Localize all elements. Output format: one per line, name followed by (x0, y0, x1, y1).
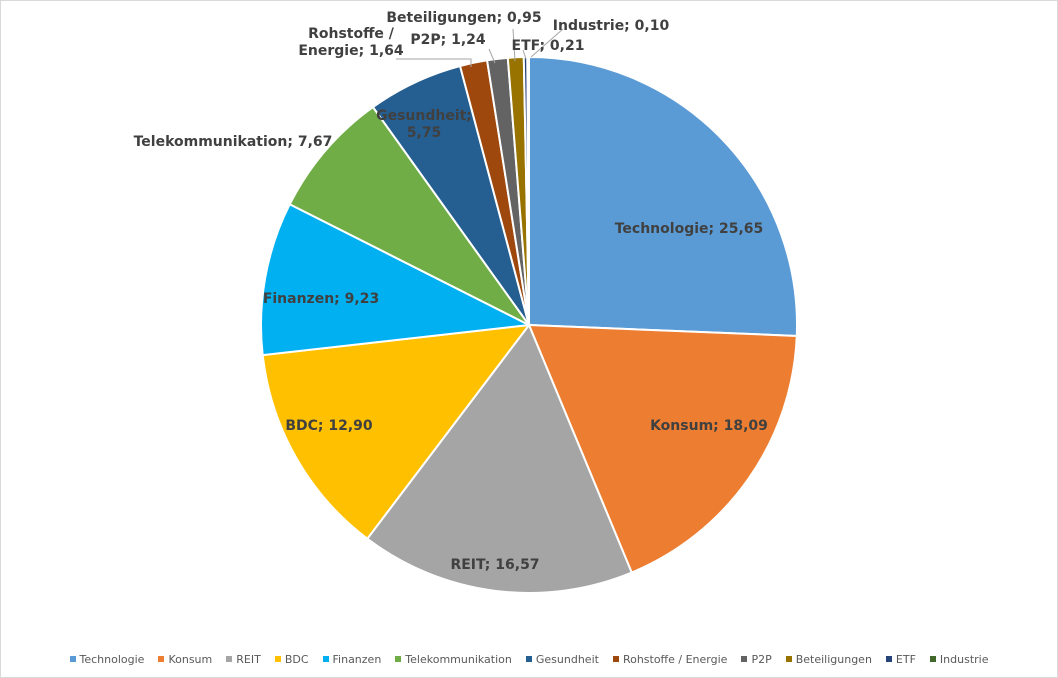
data-label-konsum: Konsum; 18,09 (650, 418, 768, 434)
data-label-beteiligungen: Beteiligungen; 0,95 (386, 10, 541, 26)
legend-item-konsum: Konsum (158, 653, 212, 666)
legend-swatch-reit (226, 656, 233, 662)
legend-item-etf: ETF (885, 652, 916, 666)
legend-label-finanzen: Finanzen (332, 652, 382, 666)
legend-label-rohstoffe-energie: Rohstoffe / Energie (622, 652, 728, 666)
legend-swatch-telekommunikation (395, 656, 402, 662)
data-label-telekommunikation: Telekommunikation; 7,67 (134, 134, 333, 150)
legend-swatch-etf (885, 656, 892, 662)
pie-slice-finanzen (260, 202, 533, 357)
pie-slice-industrie (526, 55, 530, 326)
legend-label-konsum: Konsum (168, 652, 213, 666)
legend-label-gesundheit: Gesundheit (535, 652, 599, 666)
data-label-technologie: Technologie; 25,65 (615, 221, 764, 237)
legend-item-finanzen: Finanzen (322, 652, 382, 666)
pie-slice-reit (365, 323, 634, 595)
legend-label-bdc: BDC (284, 652, 309, 666)
legend-item-beteiligungen: Beteiligungen (785, 652, 872, 666)
legend-item-gesundheit: Gesundheit (525, 652, 599, 666)
legend-label-etf: ETF (895, 652, 916, 666)
legend-swatch-beteiligungen (785, 656, 792, 662)
legend: Technologie Konsum REIT BDC Finanzen Telekomm… (1, 651, 1057, 667)
legend-label-telekommunikation: Telekommunikation (405, 652, 512, 666)
legend-swatch-technologie (69, 656, 76, 662)
legend-swatch-konsum (158, 656, 165, 662)
data-label-industrie: Industrie; 0,10 (553, 18, 670, 34)
legend-label-beteiligungen: Beteiligungen (795, 652, 872, 666)
legend-item-telekommunikation: Telekommunikation (395, 653, 512, 666)
data-label-finanzen: Finanzen; 9,23 (263, 291, 379, 307)
pie-slice-konsum (527, 323, 798, 574)
legend-swatch-rohstoffe-energie (612, 656, 619, 662)
legend-item-rohstoffe-energie: Rohstoffe / Energie (612, 652, 728, 666)
pie-slice-bdc (261, 323, 532, 541)
data-label-bdc: BDC; 12,90 (285, 418, 373, 434)
legend-item-p2p: P2P (741, 652, 772, 666)
leader-line-etf (522, 49, 527, 60)
data-label-etf: ETF; 0,21 (512, 38, 585, 54)
legend-item-reit: REIT (226, 653, 261, 666)
data-label-p2p: P2P; 1,24 (410, 32, 486, 48)
leader-line-industrie (530, 28, 564, 58)
legend-item-technologie: Technologie (69, 652, 145, 666)
legend-swatch-p2p (741, 656, 748, 662)
legend-label-industrie: Industrie (939, 652, 989, 666)
leader-line-p2p (488, 48, 496, 64)
data-label-gesundheit: Gesundheit; 5,75 (376, 108, 472, 141)
legend-label-p2p: P2P (751, 652, 772, 666)
legend-swatch-industrie (929, 656, 936, 662)
pie-slice-technologie (528, 55, 798, 337)
pie-slice-telekommunikation (288, 105, 530, 326)
data-label-rohstoffe-energie: Rohstoffe / Energie; 1,64 (298, 26, 404, 59)
legend-swatch-bdc (274, 656, 281, 662)
leader-line-rohstoffe-energie (396, 58, 472, 67)
legend-item-bdc: BDC (274, 652, 309, 666)
legend-item-industrie: Industrie (929, 652, 989, 666)
legend-label-reit: REIT (236, 652, 261, 666)
legend-swatch-finanzen (322, 656, 329, 662)
leader-line-beteiligungen (512, 28, 516, 62)
legend-label-technologie: Technologie (79, 652, 145, 666)
data-label-reit: REIT; 16,57 (450, 557, 539, 573)
legend-swatch-gesundheit (525, 656, 532, 662)
